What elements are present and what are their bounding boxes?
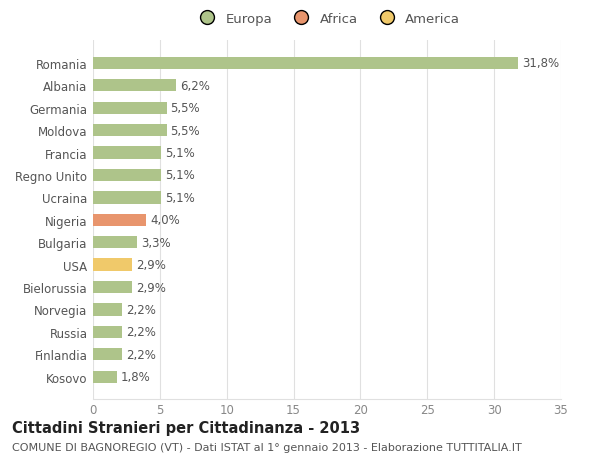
- Text: 2,9%: 2,9%: [136, 281, 166, 294]
- Text: 5,1%: 5,1%: [165, 191, 195, 204]
- Bar: [93, 326, 122, 338]
- Bar: [93, 371, 117, 383]
- Text: 4,0%: 4,0%: [151, 214, 180, 227]
- Text: 1,8%: 1,8%: [121, 370, 151, 383]
- Text: 5,1%: 5,1%: [165, 169, 195, 182]
- Bar: [93, 102, 167, 115]
- Text: COMUNE DI BAGNOREGIO (VT) - Dati ISTAT al 1° gennaio 2013 - Elaborazione TUTTITA: COMUNE DI BAGNOREGIO (VT) - Dati ISTAT a…: [12, 442, 522, 452]
- Bar: [93, 125, 167, 137]
- Bar: [93, 147, 161, 159]
- Bar: [93, 304, 122, 316]
- Bar: [93, 281, 132, 294]
- Bar: [93, 169, 161, 182]
- Text: 2,2%: 2,2%: [127, 303, 157, 316]
- Bar: [93, 192, 161, 204]
- Text: 5,5%: 5,5%: [170, 102, 200, 115]
- Text: 5,1%: 5,1%: [165, 147, 195, 160]
- Text: 3,3%: 3,3%: [141, 236, 171, 249]
- Bar: [93, 214, 146, 226]
- Bar: [93, 259, 132, 271]
- Text: 2,9%: 2,9%: [136, 258, 166, 272]
- Text: 31,8%: 31,8%: [522, 57, 559, 70]
- Text: 6,2%: 6,2%: [180, 79, 210, 93]
- Bar: [93, 80, 176, 92]
- Text: 5,5%: 5,5%: [170, 124, 200, 137]
- Bar: [93, 348, 122, 361]
- Bar: [93, 57, 518, 70]
- Legend: Europa, Africa, America: Europa, Africa, America: [188, 8, 466, 31]
- Text: Cittadini Stranieri per Cittadinanza - 2013: Cittadini Stranieri per Cittadinanza - 2…: [12, 420, 360, 435]
- Bar: [93, 236, 137, 249]
- Text: 2,2%: 2,2%: [127, 348, 157, 361]
- Text: 2,2%: 2,2%: [127, 326, 157, 339]
